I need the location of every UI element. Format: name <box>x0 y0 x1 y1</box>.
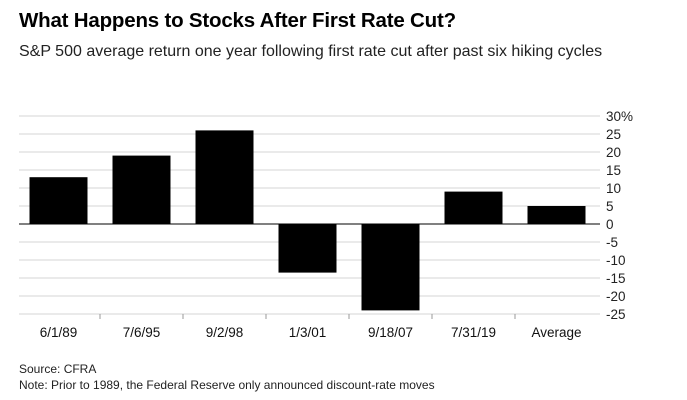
bar-7-6-95 <box>112 155 171 224</box>
x-tick-label: 6/1/89 <box>40 325 78 340</box>
x-tick-label: 7/31/19 <box>451 325 496 340</box>
bar-7-31-19 <box>444 191 503 224</box>
y-tick-label: -15 <box>606 271 626 286</box>
y-tick-label: 20 <box>606 145 621 160</box>
bar-chart: 30% 25 20 15 10 5 0 -5 -10 -15 -20 -25 6/1/89 7/6/95… <box>19 109 633 340</box>
bars <box>29 130 586 311</box>
y-tick-label: -25 <box>606 307 626 322</box>
x-tick-label: Average <box>531 325 581 340</box>
x-tick-label: 9/18/07 <box>368 325 413 340</box>
chart-title: What Happens to Stocks After First Rate … <box>19 9 456 32</box>
chart-subtitle: S&P 500 average return one year followin… <box>19 43 603 60</box>
y-axis-ticks: 30% 25 20 15 10 5 0 -5 -10 -15 -20 -25 <box>606 109 633 322</box>
source-note: Source: CFRA <box>19 362 97 376</box>
y-tick-label: -10 <box>606 253 626 268</box>
y-tick-label: 10 <box>606 181 621 196</box>
bar-1-3-01 <box>278 224 337 273</box>
x-tick-label: 1/3/01 <box>289 325 327 340</box>
bar-9-2-98 <box>195 130 254 224</box>
x-axis-ticks: 6/1/89 7/6/95 9/2/98 1/3/01 9/18/07 7/31/19 Av… <box>40 314 582 340</box>
y-tick-label: 5 <box>606 199 614 214</box>
footnote: Note: Prior to 1989, the Federal Reserve… <box>19 378 435 392</box>
y-tick-label: 25 <box>606 127 621 142</box>
gridlines <box>19 115 600 315</box>
y-tick-label: -20 <box>606 289 626 304</box>
x-tick-label: 9/2/98 <box>206 325 244 340</box>
bar-6-1-89 <box>29 177 88 224</box>
y-tick-label: 0 <box>606 217 614 232</box>
bar-average <box>527 206 586 224</box>
y-tick-label: 15 <box>606 163 621 178</box>
x-tick-label: 7/6/95 <box>123 325 161 340</box>
y-tick-label: -5 <box>606 235 618 250</box>
y-tick-label: 30% <box>606 109 633 124</box>
bar-9-18-07 <box>361 224 420 311</box>
